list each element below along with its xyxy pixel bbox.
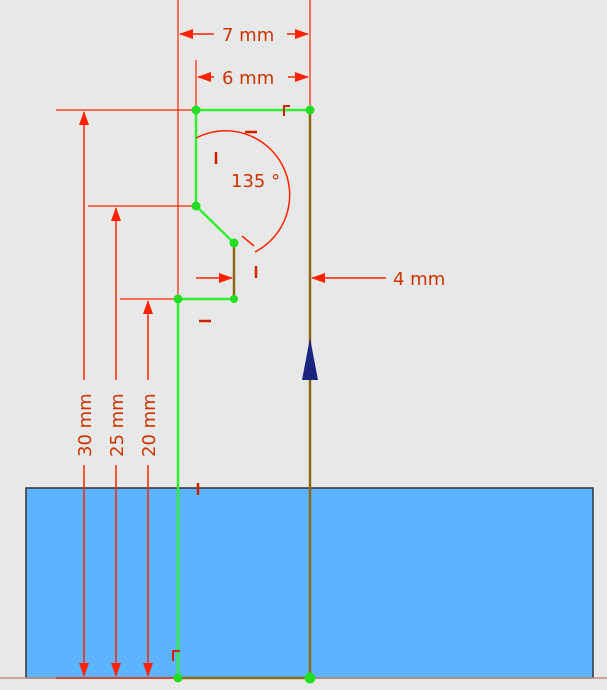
direction-arrow[interactable] bbox=[302, 338, 318, 380]
constraint-marks bbox=[172, 105, 290, 661]
vertical-dims bbox=[79, 111, 153, 677]
horizontal-dims bbox=[179, 29, 386, 283]
dim-7mm[interactable]: 7 mm bbox=[222, 25, 274, 46]
sketch-points[interactable] bbox=[173, 105, 316, 684]
point-step-left bbox=[173, 294, 183, 304]
dim-20mm[interactable]: 20 mm bbox=[139, 393, 160, 457]
dim-135deg[interactable]: 135 ° bbox=[231, 171, 280, 192]
point-step-right bbox=[230, 295, 238, 303]
dim-6mm[interactable]: 6 mm bbox=[222, 68, 274, 89]
point-mid-left bbox=[191, 201, 201, 211]
angle-arc bbox=[195, 130, 291, 253]
angle-arc-tick bbox=[241, 235, 255, 247]
point-top-right bbox=[305, 105, 315, 115]
dim-30mm[interactable]: 30 mm bbox=[75, 393, 96, 457]
extension-lines bbox=[56, 0, 311, 679]
point-origin bbox=[304, 672, 316, 684]
profile-upper[interactable] bbox=[194, 108, 310, 244]
point-bottom-left bbox=[173, 673, 183, 683]
dim-4mm[interactable]: 4 mm bbox=[393, 269, 445, 290]
dim-25mm[interactable]: 25 mm bbox=[107, 393, 128, 457]
point-chamfer bbox=[229, 238, 239, 248]
point-top-left bbox=[191, 105, 201, 115]
